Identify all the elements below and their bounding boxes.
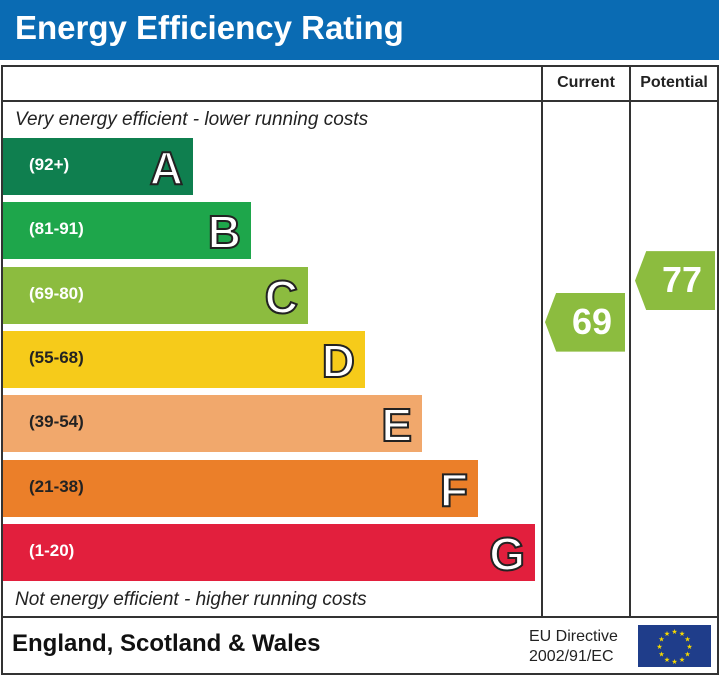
chart-title: Energy Efficiency Rating [15, 9, 404, 46]
current-rating-arrow: 69 [545, 292, 625, 352]
column-header-current: Current [557, 74, 615, 91]
band-range: (21-38) [29, 476, 84, 496]
directive-line1: EU Directive [529, 628, 618, 645]
band-bar-b: (81-91) B [3, 202, 251, 260]
band-letter: F [439, 463, 469, 517]
star-icon: ★ [679, 630, 685, 638]
band-range: (69-80) [29, 283, 84, 303]
potential-rating-value: 77 [661, 259, 703, 301]
eu-flag-icon: ★ ★ ★ ★ ★ ★ ★ ★ ★ ★ ★ ★ [638, 625, 711, 667]
directive-line2: 2002/91/EC [529, 648, 614, 665]
band-letter: B [207, 205, 242, 259]
band-range: (39-54) [29, 412, 84, 432]
region-label: England, Scotland & Wales [12, 630, 321, 657]
band-letter: G [488, 527, 526, 581]
potential-rating-arrow: 77 [635, 251, 715, 311]
band-bar-a: (92+) A [3, 138, 193, 195]
divider [629, 65, 631, 618]
divider [1, 616, 717, 618]
star-icon: ★ [686, 643, 692, 651]
current-rating-value: 69 [571, 300, 613, 342]
star-icon: ★ [658, 651, 664, 659]
header-banner: Energy Efficiency Rating [0, 0, 719, 60]
rating-frame [1, 65, 719, 675]
band-letter: C [264, 270, 299, 324]
top-note: Very energy efficient - lower running co… [15, 109, 369, 130]
star-icon: ★ [664, 656, 670, 664]
band-range: (81-91) [29, 219, 84, 239]
star-icon: ★ [679, 656, 685, 664]
star-icon: ★ [684, 636, 690, 644]
band-range: (1-20) [29, 540, 75, 560]
band-bar-g: (1-20) G [3, 523, 535, 581]
band-bar-e: (39-54) E [3, 395, 422, 453]
band-bar-c: (69-80) C [3, 266, 308, 324]
divider [541, 65, 543, 618]
star-icon: ★ [664, 630, 670, 638]
star-icon: ★ [684, 651, 690, 659]
band-bar-d: (55-68) D [3, 330, 365, 388]
star-icon: ★ [671, 658, 677, 666]
band-letter: A [149, 141, 184, 195]
band-range: (55-68) [29, 347, 84, 367]
band-letter: E [380, 398, 413, 452]
eu-directive: EU Directive 2002/91/EC [529, 627, 618, 667]
star-icon: ★ [656, 643, 662, 651]
column-header-potential: Potential [640, 74, 708, 91]
divider [1, 100, 717, 102]
star-icon: ★ [671, 628, 677, 636]
band-bar-f: (21-38) F [3, 459, 478, 517]
band-range: (92+) [29, 155, 70, 174]
bottom-note: Not energy efficient - higher running co… [15, 589, 367, 610]
band-letter: D [321, 334, 356, 388]
star-icon: ★ [658, 636, 664, 644]
